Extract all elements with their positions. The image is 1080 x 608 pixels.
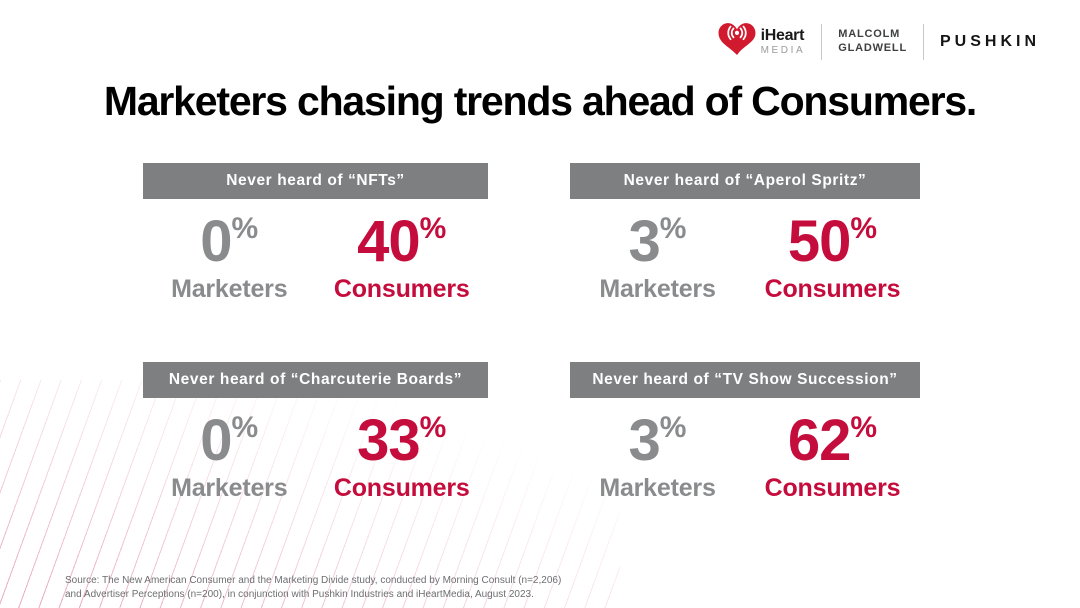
stat-group-label: Consumers — [764, 275, 901, 303]
stat-value: 0 % — [200, 213, 258, 271]
percent-sign: % — [231, 212, 259, 245]
panel-charcuterie-boards: Never heard of “Charcuterie Boards” 0 % … — [143, 362, 488, 503]
panel-nfts: Never heard of “NFTs” 0 % Marketers 40 %… — [143, 163, 488, 304]
source-line-1: Source: The New American Consumer and th… — [65, 575, 562, 586]
stat-group-label: Marketers — [599, 275, 716, 303]
stat-value: 0 % — [200, 412, 258, 470]
panel-tv-show-succession: Never heard of “TV Show Succession” 3 % … — [570, 362, 920, 503]
stat-consumers: 33 % Consumers — [316, 412, 489, 503]
stat-value: 40 % — [357, 213, 446, 271]
stat-consumers: 50 % Consumers — [745, 213, 920, 304]
iheart-heart-icon — [718, 22, 756, 61]
source-line-2: and Advertiser Perceptions (n=200), in c… — [65, 588, 534, 600]
stat-panels-grid: Never heard of “NFTs” 0 % Marketers 40 %… — [143, 163, 920, 503]
malcolm-gladwell-logo: MALCOLM GLADWELL — [838, 28, 907, 56]
stat-consumers: 40 % Consumers — [316, 213, 489, 304]
panel-header-nfts: Never heard of “NFTs” — [143, 163, 488, 199]
stat-number: 0 — [200, 209, 232, 274]
stat-number: 33 — [357, 408, 421, 473]
panel-stats: 0 % Marketers 40 % Consumers — [143, 213, 488, 304]
stat-number: 50 — [787, 209, 852, 274]
stat-value: 62 % — [788, 412, 877, 470]
stat-value: 50 % — [788, 213, 877, 271]
brand-strip: iHeart MEDIA MALCOLM GLADWELL PUSHKIN — [718, 22, 1040, 61]
stat-number: 0 — [200, 408, 232, 473]
stat-group-label: Marketers — [171, 275, 288, 303]
stat-group-label: Consumers — [333, 275, 470, 303]
stat-consumers: 62 % Consumers — [745, 412, 920, 503]
stat-group-label: Marketers — [599, 474, 716, 502]
percent-sign: % — [419, 212, 447, 245]
stat-number: 3 — [628, 209, 661, 274]
panel-header-tv-show-succession: Never heard of “TV Show Succession” — [570, 362, 920, 398]
percent-sign: % — [659, 411, 687, 444]
stat-marketers: 0 % Marketers — [143, 213, 316, 304]
stat-value: 33 % — [357, 412, 446, 470]
panel-stats: 3 % Marketers 50 % Consumers — [570, 213, 920, 304]
stat-number: 3 — [628, 408, 661, 473]
malcolm-line1: MALCOLM — [838, 27, 901, 40]
percent-sign: % — [850, 212, 878, 245]
stat-value: 3 % — [629, 213, 687, 271]
stat-marketers: 3 % Marketers — [570, 412, 745, 503]
brand-divider — [922, 23, 924, 60]
stat-marketers: 0 % Marketers — [143, 412, 316, 503]
percent-sign: % — [231, 411, 259, 444]
percent-sign: % — [659, 212, 687, 245]
malcolm-line2: GLADWELL — [838, 41, 907, 54]
brand-divider — [821, 23, 823, 60]
pushkin-logo: PUSHKIN — [939, 32, 1040, 50]
slide-title: Marketers chasing trends ahead of Consum… — [103, 78, 977, 124]
iheart-media-logo: iHeart MEDIA — [718, 22, 806, 61]
stat-value: 3 % — [629, 412, 687, 470]
stat-number: 62 — [787, 408, 852, 473]
panel-stats: 0 % Marketers 33 % Consumers — [143, 412, 488, 503]
stat-marketers: 3 % Marketers — [570, 213, 745, 304]
panel-stats: 3 % Marketers 62 % Consumers — [570, 412, 920, 503]
percent-sign: % — [419, 411, 447, 444]
panel-aperol-spritz: Never heard of “Aperol Spritz” 3 % Marke… — [570, 163, 920, 304]
percent-sign: % — [850, 411, 878, 444]
stat-group-label: Consumers — [333, 474, 470, 502]
iheart-wordmark: iHeart — [760, 26, 805, 44]
stat-number: 40 — [357, 209, 421, 274]
iheart-media-label: MEDIA — [760, 44, 806, 56]
panel-header-aperol-spritz: Never heard of “Aperol Spritz” — [570, 163, 920, 199]
source-note: Source: The New American Consumer and th… — [65, 574, 561, 601]
stat-group-label: Marketers — [171, 474, 288, 502]
stat-group-label: Consumers — [764, 474, 901, 502]
panel-header-charcuterie-boards: Never heard of “Charcuterie Boards” — [143, 362, 488, 398]
